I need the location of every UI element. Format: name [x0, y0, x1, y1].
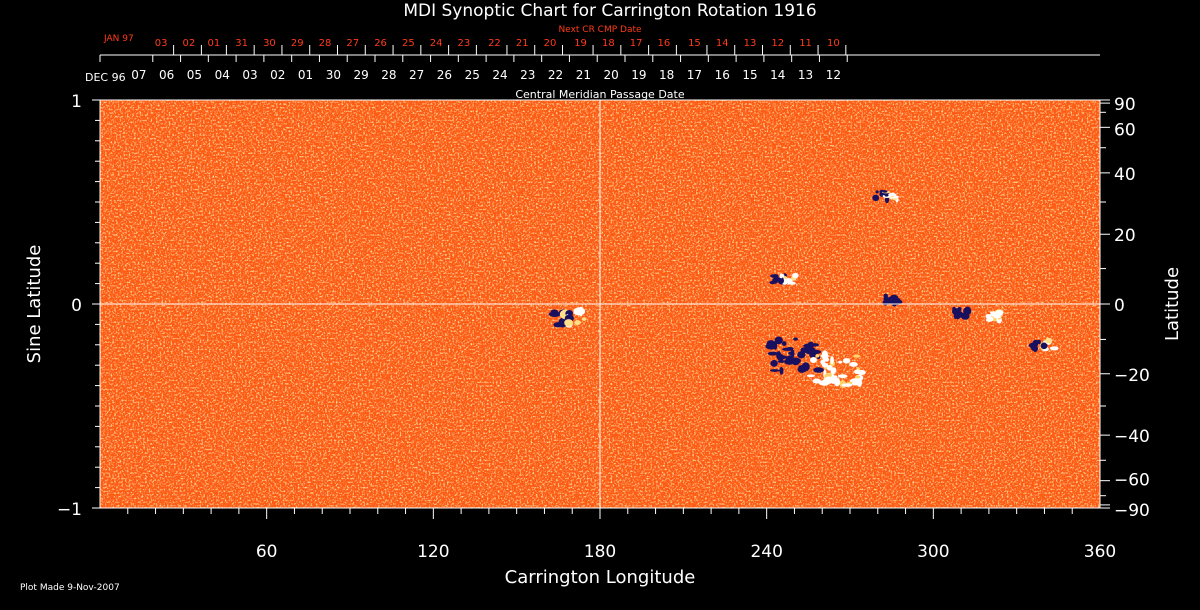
y-right-tick-label: 0 [1114, 296, 1125, 316]
top-date-label: 03 [242, 68, 257, 82]
next-cr-date-label: 13 [744, 38, 757, 49]
next-cr-date-label: 19 [574, 38, 587, 49]
top-date-label: 14 [770, 68, 785, 82]
active-region [985, 309, 1004, 324]
next-cr-date-label: 15 [688, 38, 701, 49]
x-tick-label: 120 [417, 542, 449, 562]
y-right-tick-label: 40 [1114, 165, 1136, 185]
top-date-label: 25 [465, 68, 480, 82]
top-date-label: 29 [353, 68, 368, 82]
next-cr-date-label: 27 [346, 38, 359, 49]
active-region [1028, 336, 1059, 353]
y-axis-left-label: Sine Latitude [24, 245, 45, 364]
next-cr-date-label: 17 [630, 38, 643, 49]
top-date-label: 20 [603, 68, 618, 82]
top-date-label: 06 [159, 68, 174, 82]
next-cr-date-label: 02 [183, 38, 196, 49]
next-cr-date-label: 20 [544, 38, 557, 49]
next-cr-date-label: 14 [716, 38, 729, 49]
x-axis-label: Carrington Longitude [505, 567, 696, 588]
top-date-label: 05 [187, 68, 202, 82]
y-right-tick-label: 90 [1114, 95, 1136, 115]
top-date-label: 18 [659, 68, 674, 82]
active-region [769, 272, 799, 285]
top-date-axis: 07 06 05 04 03 02 01 30 29 28 27 26 25 24 23 22 21 20 19 18… [99, 55, 848, 82]
top-date-label: 21 [576, 68, 591, 82]
active-region [882, 293, 903, 307]
chart-title: MDI Synoptic Chart for Carrington Rotati… [403, 1, 816, 21]
next-cr-start-label: JAN 97 [103, 34, 134, 44]
next-cr-date-label: 03 [155, 38, 168, 49]
active-regions [548, 189, 1059, 388]
x-tick-label: 180 [584, 542, 616, 562]
next-cr-date-label: 10 [827, 38, 840, 49]
x-tick-label: 360 [1084, 542, 1116, 562]
y-right-tick-label: −90 [1114, 501, 1150, 521]
top-date-label: 30 [326, 68, 341, 82]
next-cr-date-label: 01 [208, 38, 221, 49]
next-cr-date-label: 26 [374, 38, 387, 49]
next-cr-date-label: 30 [263, 38, 276, 49]
y-right-tick-label: 60 [1114, 120, 1136, 140]
next-cr-date-label: 22 [488, 38, 501, 49]
top-date-label: 02 [270, 68, 285, 82]
top-date-label: 19 [631, 68, 646, 82]
y-right-tick-label: −40 [1114, 427, 1150, 447]
active-region [548, 306, 587, 328]
active-region [872, 189, 900, 204]
top-date-label: 13 [798, 68, 813, 82]
next-cr-date-label: 11 [799, 38, 812, 49]
next-cr-date-label: 31 [235, 38, 248, 49]
top-date-label: 04 [215, 68, 230, 82]
y-left-tick-label: −1 [57, 500, 82, 520]
next-cr-date-label: 25 [402, 38, 415, 49]
next-cr-date-label: 12 [771, 38, 784, 49]
top-date-label: 23 [520, 68, 535, 82]
y-axis-right: 90 60 40 20 0 −20 −40 −60 −90 [1100, 95, 1150, 521]
y-axis-right-label: Latitude [1162, 267, 1183, 341]
top-date-label: 16 [715, 68, 730, 82]
top-axis-start-label: DEC 96 [85, 71, 126, 84]
next-cr-date-axis: 03 02 01 31 30 29 28 27 26 25 24 23 22 21 20 19 18 17 16 15… [155, 38, 847, 55]
plot-made-footer: Plot Made 9-Nov-2007 [20, 583, 120, 593]
y-right-tick-label: −60 [1114, 471, 1150, 491]
next-cr-date-label: 16 [658, 38, 671, 49]
next-cr-date-label: 21 [516, 38, 529, 49]
next-cr-date-label: 23 [458, 38, 471, 49]
top-date-label: 12 [826, 68, 841, 82]
top-date-label: 17 [687, 68, 702, 82]
top-date-label: 07 [131, 68, 146, 82]
top-date-label: 24 [492, 68, 507, 82]
y-left-tick-label: 1 [71, 92, 82, 112]
top-date-label: 15 [742, 68, 757, 82]
y-right-tick-label: −20 [1114, 366, 1150, 386]
top-date-label: 22 [548, 68, 563, 82]
top-date-label: 26 [437, 68, 452, 82]
next-cr-date-label: 29 [291, 38, 304, 49]
top-date-label: 01 [298, 68, 313, 82]
next-cr-label: Next CR CMP Date [558, 25, 642, 35]
next-cr-date-label: 18 [602, 38, 615, 49]
y-right-tick-label: 20 [1114, 226, 1136, 246]
top-date-label: 28 [381, 68, 396, 82]
top-date-label: 27 [409, 68, 424, 82]
y-axis-left: 1 0 −1 [57, 92, 100, 520]
x-tick-label: 60 [256, 542, 278, 562]
x-axis: 60 120 180 240 300 360 [127, 508, 1116, 562]
active-region [952, 306, 972, 320]
x-tick-label: 240 [750, 542, 782, 562]
next-cr-date-label: 24 [430, 38, 443, 49]
active-region [765, 336, 824, 375]
x-tick-label: 300 [917, 542, 949, 562]
next-cr-date-label: 28 [319, 38, 332, 49]
top-axis-label: Central Meridian Passage Date [515, 88, 684, 101]
active-region [806, 350, 866, 388]
y-left-tick-label: 0 [71, 296, 82, 316]
